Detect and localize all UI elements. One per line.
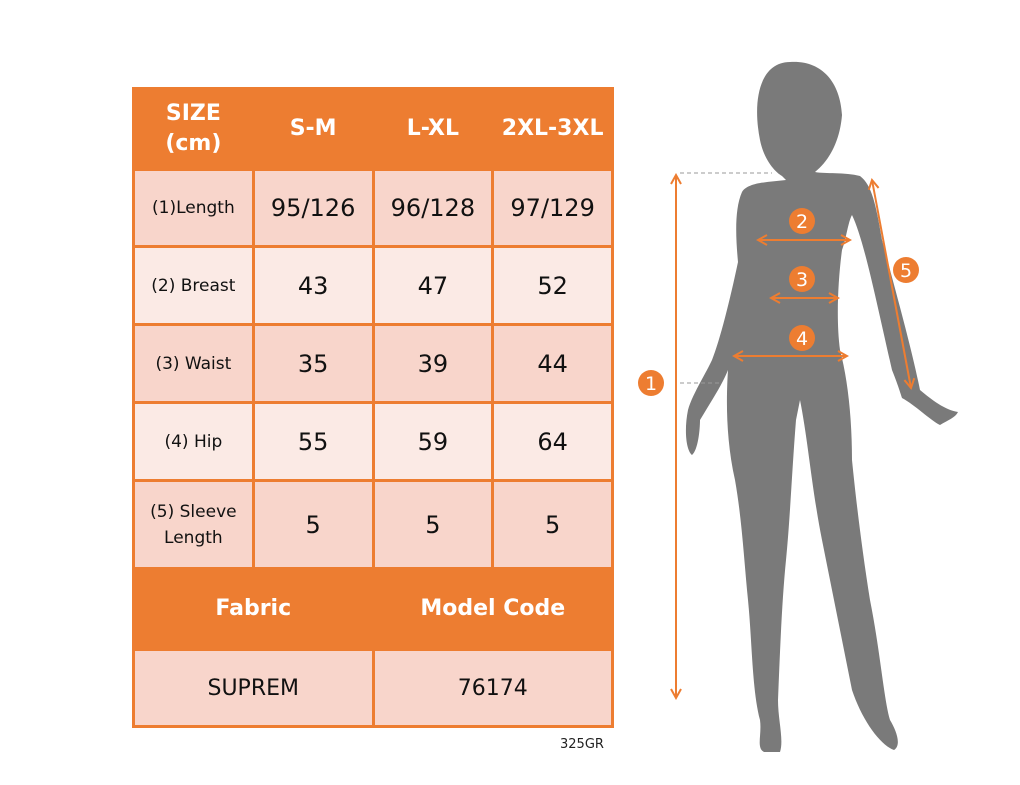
cell: 95/126 [251, 168, 375, 248]
row-label: (1)Length [132, 168, 255, 248]
cell: 5 [251, 479, 375, 570]
marker-5-circle [893, 257, 919, 283]
row-label-line: (5) Sleeve [150, 501, 237, 522]
product-code: 325GR [560, 737, 604, 752]
silhouette [685, 61, 958, 752]
cell: 5 [491, 479, 614, 570]
cell: 97/129 [491, 168, 614, 248]
row-label: (4) Hip [132, 401, 255, 482]
marker-1-circle [638, 370, 664, 396]
sleeve-arrow [872, 180, 911, 388]
marker-5: 5 [900, 260, 912, 282]
guide-lines [680, 172, 772, 384]
cell: 43 [251, 245, 375, 326]
model-code-value: 76174 [371, 648, 614, 728]
header-row: SIZE (cm) S-M L-XL 2XL-3XL [132, 87, 614, 171]
footer-row: SUPREM 76174 [132, 648, 614, 728]
row-label: (3) Waist [132, 323, 255, 404]
size-chart-table: SIZE (cm) S-M L-XL 2XL-3XL (1)Length 95/1… [132, 87, 614, 728]
fabric-value: SUPREM [132, 648, 375, 728]
size-label: SIZE [165, 101, 221, 126]
marker-4: 4 [796, 328, 808, 350]
table-row: (3) Waist 35 39 44 [132, 323, 614, 404]
size-header: SIZE (cm) [132, 87, 255, 171]
cell: 44 [491, 323, 614, 404]
footer-header-row: Fabric Model Code [132, 567, 614, 651]
table-row: (5) Sleeve Length 5 5 5 [132, 479, 614, 570]
cell: 35 [251, 323, 375, 404]
size-column-header: 2XL-3XL [491, 87, 614, 171]
row-label-line: Length [164, 527, 223, 548]
marker-1: 1 [645, 373, 657, 395]
row-label: (2) Breast [132, 245, 255, 326]
marker-2: 2 [796, 211, 808, 233]
table-row: (4) Hip 55 59 64 [132, 401, 614, 482]
size-column-header: S-M [251, 87, 375, 171]
cell: 96/128 [371, 168, 495, 248]
marker-3: 3 [796, 269, 808, 291]
marker-3-circle [789, 266, 815, 292]
cell: 39 [371, 323, 495, 404]
table-row: (1)Length 95/126 96/128 97/129 [132, 168, 614, 248]
cell: 55 [251, 401, 375, 482]
cell: 59 [371, 401, 495, 482]
cell: 5 [371, 479, 495, 570]
cell: 47 [371, 245, 495, 326]
marker-4-circle [789, 325, 815, 351]
marker-2-circle [789, 208, 815, 234]
fabric-header: Fabric [132, 567, 375, 651]
unit-label: (cm) [165, 131, 222, 156]
cell: 52 [491, 245, 614, 326]
size-column-header: L-XL [371, 87, 495, 171]
row-label: (5) Sleeve Length [132, 479, 255, 570]
model-code-header: Model Code [371, 567, 614, 651]
table-row: (2) Breast 43 47 52 [132, 245, 614, 326]
cell: 64 [491, 401, 614, 482]
